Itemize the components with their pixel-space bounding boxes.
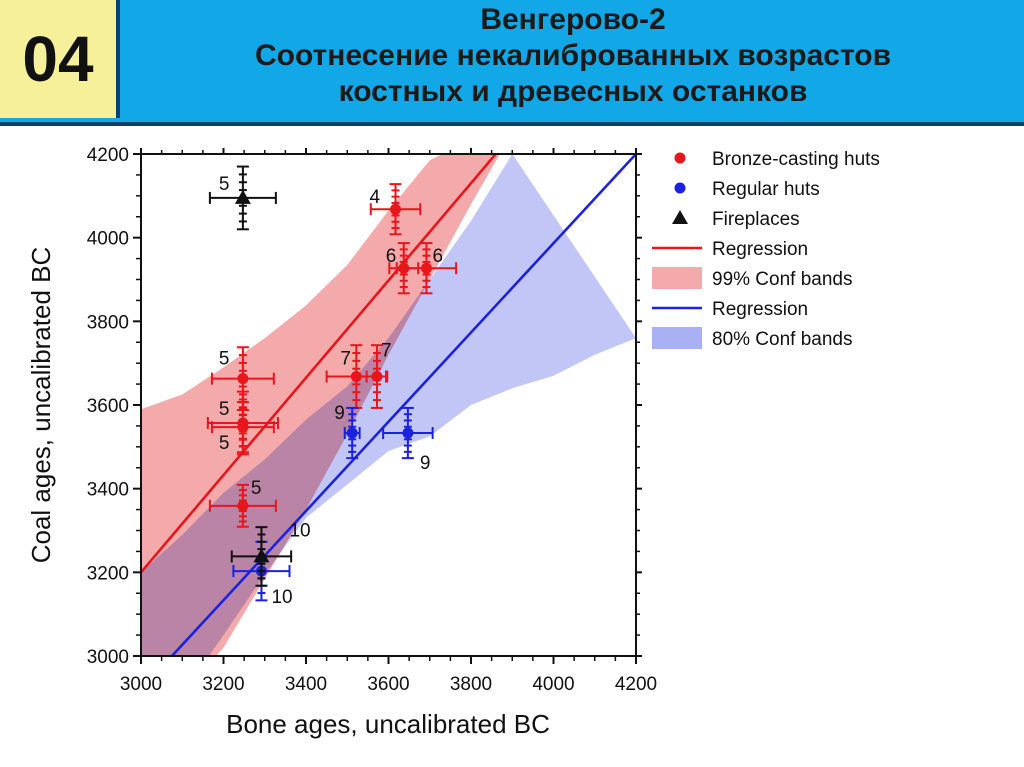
legend-label: Bronze-casting huts: [712, 149, 880, 170]
legend-label: Regression: [712, 239, 808, 260]
legend-band-swatch: [652, 327, 702, 349]
legend-label: 99% Conf bands: [712, 269, 853, 290]
confidence-bands: [141, 154, 636, 656]
y-tick-label: 4000: [87, 229, 129, 250]
x-axis-label: Bone ages, uncalibrated BC: [226, 709, 550, 739]
data-point: 9: [334, 403, 361, 460]
title-line-1: Венгерово-2: [480, 3, 666, 36]
point-label: 10: [271, 587, 292, 608]
data-point: 10: [230, 520, 311, 587]
legend-item: 99% Conf bands: [652, 267, 853, 290]
point-label: 10: [289, 520, 310, 541]
title-bar: 04 Венгерово-2 Соотнесение некалиброванн…: [0, 0, 1024, 126]
legend-label: Regular huts: [712, 179, 820, 200]
legend-triangle-swatch: [672, 210, 688, 224]
point-label: 6: [432, 246, 443, 267]
legend-label: 80% Conf bands: [712, 329, 853, 350]
circle-marker: [350, 371, 362, 383]
y-tick-label: 3400: [87, 480, 129, 501]
point-label: 4: [370, 187, 381, 208]
legend-item: Regression: [652, 239, 808, 260]
slide-number-badge: 04: [0, 0, 120, 118]
legend-item: 80% Conf bands: [652, 327, 853, 350]
legend-item: Fireplaces: [672, 209, 800, 230]
data-point: 5: [208, 165, 277, 231]
data-point: 6: [395, 242, 458, 295]
title-line-3: костных и древесных останков: [338, 75, 808, 108]
legend-label: Fireplaces: [712, 209, 800, 230]
title-line-2: Соотнесение некалиброванных возрастов: [254, 39, 892, 72]
y-axis-label: Coal ages, uncalibrated BC: [26, 247, 56, 564]
x-tick-label: 4200: [615, 674, 657, 695]
data-point: 9: [382, 406, 434, 474]
data-point: 5: [210, 346, 275, 412]
regression-lines: [141, 154, 636, 656]
point-label: 5: [219, 433, 230, 454]
x-tick-label: 3800: [450, 674, 492, 695]
circle-marker: [420, 262, 432, 274]
data-points: 4 6 6 7 7 5 5 5 5 9 9 10 5 10: [206, 165, 458, 608]
x-tick-label: 4000: [532, 674, 574, 695]
circle-marker: [346, 427, 358, 439]
point-label: 5: [219, 349, 230, 370]
circle-marker: [237, 373, 249, 385]
point-label: 9: [334, 403, 345, 424]
x-tick-label: 3600: [367, 674, 409, 695]
y-tick-label: 3200: [87, 563, 129, 584]
x-tick-label: 3000: [120, 674, 162, 695]
legend-item: Regression: [652, 299, 808, 320]
point-label: 9: [420, 453, 431, 474]
conf-band-80: [141, 154, 636, 656]
legend-item: Regular huts: [674, 179, 820, 200]
point-label: 5: [251, 478, 262, 499]
point-label: 7: [381, 341, 392, 362]
x-tick-label: 3200: [202, 674, 244, 695]
regression-line-red: [141, 154, 497, 574]
legend-label: Regression: [712, 299, 808, 320]
legend-item: Bronze-casting huts: [674, 149, 880, 170]
point-label: 5: [219, 174, 230, 195]
legend-circle-swatch: [674, 182, 686, 194]
x-tick-label: 3400: [285, 674, 327, 695]
legend-circle-swatch: [674, 152, 686, 164]
triangle-marker: [253, 548, 270, 563]
scatter-chart: 3000 3200 3400 3600 3800 4000 4200 3000 3200 3400…: [26, 145, 880, 739]
legend-band-swatch: [652, 267, 702, 289]
point-label: 6: [386, 246, 397, 267]
y-tick-label: 3600: [87, 396, 129, 417]
circle-marker: [390, 203, 402, 215]
circle-marker: [371, 371, 383, 383]
circle-marker: [402, 427, 414, 439]
point-label: 5: [219, 399, 230, 420]
point-label: 7: [340, 349, 351, 370]
data-point: 5: [210, 401, 275, 454]
triangle-marker: [234, 189, 251, 204]
data-point: 5: [208, 478, 277, 528]
data-point: 7: [365, 341, 392, 409]
circle-marker: [237, 421, 249, 433]
circle-marker: [237, 500, 249, 512]
legend: Bronze-casting huts Regular huts Fireplace…: [652, 149, 880, 350]
axes: 3000 3200 3400 3600 3800 4000 4200 3000 3200 3400…: [87, 145, 657, 695]
y-tick-label: 3800: [87, 312, 129, 333]
y-tick-label: 4200: [87, 145, 129, 166]
data-point: 4: [370, 183, 422, 236]
slide-title: Венгерово-2 Соотнесение некалиброванных …: [122, 2, 1024, 110]
regression-line-blue: [170, 154, 636, 656]
y-tick-label: 3000: [87, 647, 129, 668]
